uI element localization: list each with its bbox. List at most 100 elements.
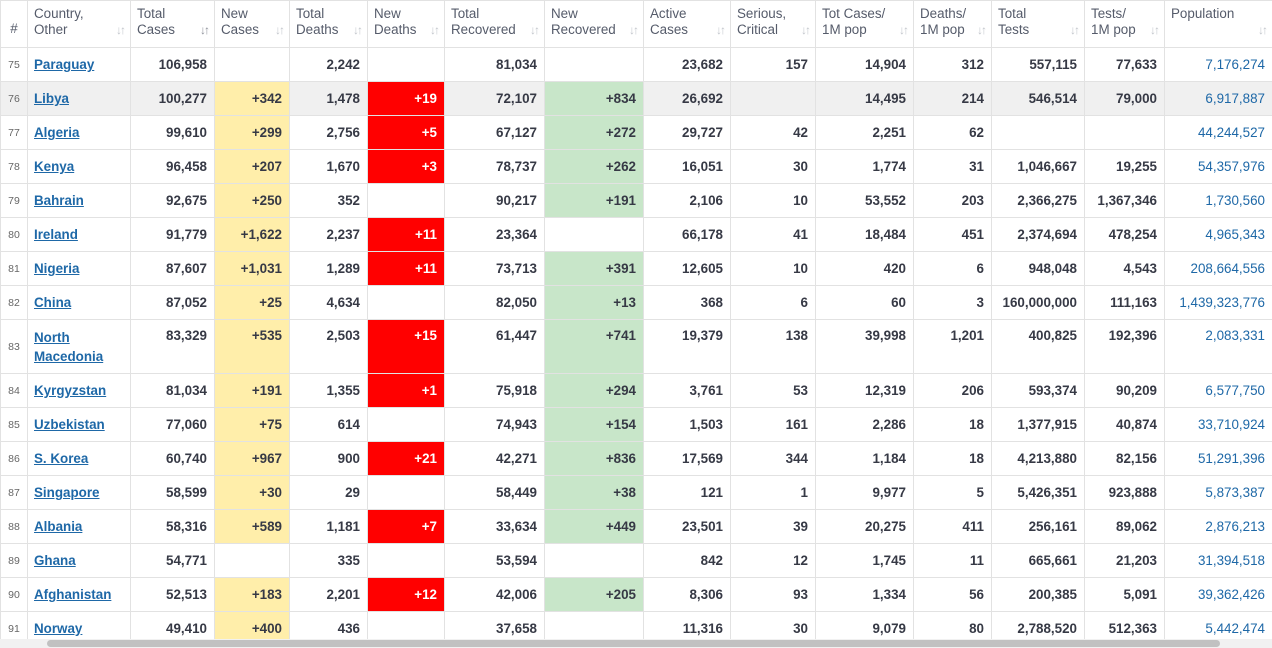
active-cases-cell: 17,569 [643,441,731,476]
total-recovered-cell: 42,271 [444,441,545,476]
col-tests-per-1m-header[interactable]: Tests/ 1M pop ↓↑ [1084,0,1165,48]
population-cell: 208,664,556 [1164,251,1272,286]
country-link[interactable]: Ghana [34,553,76,568]
total-recovered-cell: 23,364 [444,217,545,252]
total-tests-cell: 200,385 [991,577,1085,612]
sort-arrows-icon[interactable]: ↓↑ [353,23,363,37]
sort-arrows-icon[interactable]: ↓↑ [1258,23,1268,37]
country-link[interactable]: Uzbekistan [34,417,105,432]
total-tests-cell: 1,046,667 [991,149,1085,184]
col-new-deaths-header[interactable]: New Deaths ↓↑ [367,0,445,48]
total-cases-cell: 60,740 [130,441,215,476]
new-deaths-cell: +19 [367,81,445,116]
serious-critical-cell: 93 [730,577,816,612]
population-cell: 33,710,924 [1164,407,1272,442]
new-recovered-cell: +449 [544,509,644,544]
serious-critical-cell: 10 [730,251,816,286]
sort-arrows-icon[interactable]: ↓↑ [200,23,210,37]
new-deaths-cell: +11 [367,217,445,252]
population-cell: 5,873,387 [1164,475,1272,510]
sort-arrows-icon[interactable]: ↓↑ [430,23,440,37]
sort-arrows-icon[interactable]: ↓↑ [899,23,909,37]
sort-arrows-icon[interactable]: ↓↑ [716,23,726,37]
col-cases-per-1m-header[interactable]: Tot Cases/ 1M pop ↓↑ [815,0,914,48]
sort-arrows-icon[interactable]: ↓↑ [1150,23,1160,37]
scrollbar-thumb[interactable] [47,640,1220,647]
total-tests-cell: 557,115 [991,47,1085,82]
total-cases-cell: 58,316 [130,509,215,544]
total-recovered-cell: 42,006 [444,577,545,612]
new-cases-cell: +342 [214,81,290,116]
country-link[interactable]: Singapore [34,485,100,500]
country-link[interactable]: Paraguay [34,57,95,72]
col-country-header[interactable]: Country, Other ↓↑ [27,0,131,48]
col-total-tests-label: Total Tests [998,6,1030,37]
country-link[interactable]: Albania [34,519,83,534]
sort-arrows-icon[interactable]: ↓↑ [275,23,285,37]
total-deaths-cell: 2,237 [289,217,368,252]
table-row: 81 Nigeria 87,607 +1,031 1,289 +11 73,713 +391 1… [0,251,1272,286]
new-recovered-cell: +836 [544,441,644,476]
new-deaths-cell: +12 [367,577,445,612]
active-cases-cell: 16,051 [643,149,731,184]
sort-arrows-icon[interactable]: ↓↑ [977,23,987,37]
col-number-header[interactable]: # [0,0,28,48]
sort-arrows-icon[interactable]: ↓↑ [530,23,540,37]
country-link-cell: China [27,285,131,320]
total-deaths-cell: 1,181 [289,509,368,544]
table-header-row: # Country, Other ↓↑ Total Cases ↓↑ New Cases ↓… [0,0,1272,48]
total-deaths-cell: 335 [289,543,368,578]
col-new-recovered-header[interactable]: New Recovered ↓↑ [544,0,644,48]
col-population-header[interactable]: Population ↓↑ [1164,0,1272,48]
col-total-cases-label: Total Cases [137,6,175,37]
col-total-recovered-header[interactable]: Total Recovered ↓↑ [444,0,545,48]
col-new-cases-header[interactable]: New Cases ↓↑ [214,0,290,48]
row-number-cell: 90 [0,577,28,612]
sort-arrows-icon[interactable]: ↓↑ [801,23,811,37]
col-total-cases-header[interactable]: Total Cases ↓↑ [130,0,215,48]
country-link[interactable]: Ireland [34,227,78,242]
sort-arrows-icon[interactable]: ↓↑ [116,23,126,37]
country-link[interactable]: Norway [34,621,83,636]
total-tests-cell: 5,426,351 [991,475,1085,510]
total-deaths-cell: 900 [289,441,368,476]
sort-arrows-icon[interactable]: ↓↑ [1070,23,1080,37]
country-link[interactable]: North Macedonia [34,330,104,364]
total-cases-cell: 106,958 [130,47,215,82]
active-cases-cell: 12,605 [643,251,731,286]
tests-per-1m-cell: 82,156 [1084,441,1165,476]
new-deaths-cell [367,183,445,218]
country-link[interactable]: Afghanistan [34,587,112,602]
total-deaths-cell: 1,289 [289,251,368,286]
country-link[interactable]: Bahrain [34,193,84,208]
country-link[interactable]: Nigeria [34,261,80,276]
col-active-cases-header[interactable]: Active Cases ↓↑ [643,0,731,48]
total-deaths-cell: 2,503 [289,319,368,374]
country-link[interactable]: Libya [34,91,69,106]
country-link[interactable]: China [34,295,72,310]
horizontal-scrollbar[interactable] [0,639,1272,648]
sort-arrows-icon[interactable]: ↓↑ [629,23,639,37]
col-serious-critical-header[interactable]: Serious, Critical ↓↑ [730,0,816,48]
col-total-deaths-label: Total Deaths [296,6,339,37]
col-total-tests-header[interactable]: Total Tests ↓↑ [991,0,1085,48]
country-link-cell: S. Korea [27,441,131,476]
total-tests-cell: 4,213,880 [991,441,1085,476]
tests-per-1m-cell: 77,633 [1084,47,1165,82]
country-link[interactable]: Kyrgyzstan [34,383,107,398]
table-row: 85 Uzbekistan 77,060 +75 614 74,943 +154 1,503 1… [0,407,1272,442]
serious-critical-cell: 42 [730,115,816,150]
row-number-cell: 82 [0,285,28,320]
col-deaths-per-1m-header[interactable]: Deaths/ 1M pop ↓↑ [913,0,992,48]
serious-critical-cell: 161 [730,407,816,442]
deaths-per-1m-cell: 1,201 [913,319,992,374]
cases-per-1m-cell: 20,275 [815,509,914,544]
country-link[interactable]: S. Korea [34,451,89,466]
population-cell: 51,291,396 [1164,441,1272,476]
serious-critical-cell [730,81,816,116]
total-tests-cell: 160,000,000 [991,285,1085,320]
col-total-deaths-header[interactable]: Total Deaths ↓↑ [289,0,368,48]
country-link[interactable]: Algeria [34,125,80,140]
country-link[interactable]: Kenya [34,159,75,174]
deaths-per-1m-cell: 411 [913,509,992,544]
